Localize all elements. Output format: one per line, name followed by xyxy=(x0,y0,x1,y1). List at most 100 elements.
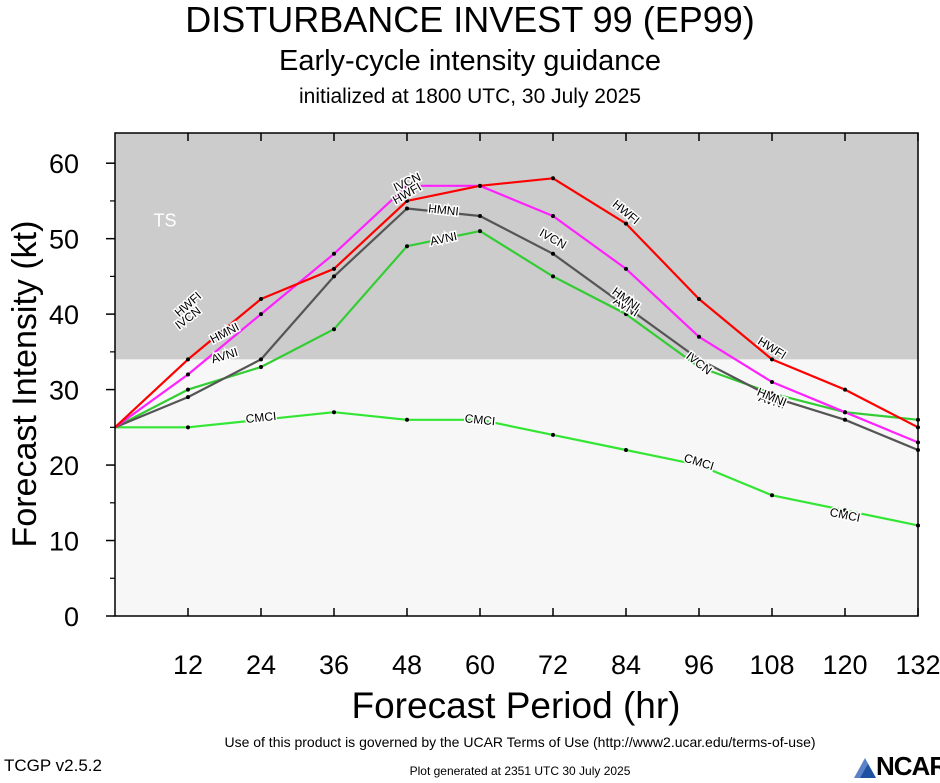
data-point-hwfi xyxy=(770,357,774,362)
data-point-hmni xyxy=(405,206,409,211)
data-point-hmni xyxy=(843,417,847,422)
data-point-hwfi xyxy=(332,266,336,271)
data-point-hmni xyxy=(551,251,555,256)
data-point-hmni xyxy=(770,395,774,400)
x-tick-label: 36 xyxy=(319,650,349,680)
data-point-cmci xyxy=(478,417,482,422)
series-label-text-cmci: CMCI xyxy=(245,409,277,426)
series-label-cmci: CMCI xyxy=(463,410,498,430)
ncar-logo-icon xyxy=(854,758,876,778)
series-line-hmni xyxy=(114,207,919,452)
data-point-hwfi xyxy=(843,387,847,392)
series-label-cmci: CMCI xyxy=(827,503,863,526)
data-point-ivcn xyxy=(259,312,263,317)
y-tick-label: 30 xyxy=(49,376,79,406)
x-tick-label: 120 xyxy=(822,650,867,680)
series-line-hwfi xyxy=(114,177,919,429)
data-point-ivcn xyxy=(624,266,628,271)
terms-of-use-notice: Use of this product is governed by the U… xyxy=(224,734,816,750)
data-point-hwfi xyxy=(551,176,555,181)
y-tick-label: 40 xyxy=(49,300,79,330)
data-point-cmci xyxy=(697,463,701,468)
data-point-avni xyxy=(697,364,701,369)
data-point-ivcn xyxy=(186,372,190,377)
data-point-avni xyxy=(551,274,555,279)
software-version: TCGP v2.5.2 xyxy=(4,756,102,775)
y-tick-label: 20 xyxy=(49,451,79,481)
axis-ticks: 12 24 36 48 60 72 84 96 108 120 132 0 10 20 30 40 50 60 xyxy=(49,133,940,680)
data-point-hmni xyxy=(332,274,336,279)
data-point-hwfi xyxy=(697,297,701,302)
series-label-text-hmni: HMNI xyxy=(428,201,460,218)
data-point-hwfi xyxy=(624,221,628,226)
data-point-hwfi xyxy=(405,198,409,203)
intensity-bands: TS xyxy=(115,133,918,616)
series-avni xyxy=(114,229,920,429)
data-point-avni xyxy=(478,229,482,234)
data-point-hmni xyxy=(697,357,701,362)
data-point-cmci xyxy=(186,425,190,430)
y-tick-label: 50 xyxy=(49,225,79,255)
series-line-avni xyxy=(114,230,919,429)
x-tick-label: 108 xyxy=(749,650,794,680)
x-axis-label: Forecast Period (hr) xyxy=(352,685,681,726)
data-point-ivcn xyxy=(843,410,847,415)
data-point-avni xyxy=(624,312,628,317)
data-point-avni xyxy=(332,327,336,332)
chart-subtitle: Early-cycle intensity guidance xyxy=(278,45,661,77)
data-point-ivcn xyxy=(551,214,555,219)
data-point-cmci xyxy=(624,447,628,452)
data-point-avni xyxy=(405,244,409,249)
data-point-hmni xyxy=(186,395,190,400)
data-point-ivcn xyxy=(332,251,336,256)
series-layer xyxy=(114,176,920,528)
data-point-ivcn xyxy=(770,380,774,385)
data-point-hmni xyxy=(259,357,263,362)
data-point-cmci xyxy=(551,432,555,437)
series-hmni xyxy=(114,206,920,452)
series-label-cmci: CMCI xyxy=(244,407,279,427)
data-point-cmci xyxy=(405,417,409,422)
y-axis-label: Forecast Intensity (kt) xyxy=(6,221,44,548)
data-point-hwfi xyxy=(186,357,190,362)
x-tick-label: 84 xyxy=(611,650,641,680)
plot-generated-time: Plot generated at 2351 UTC 30 July 2025 xyxy=(409,764,631,778)
series-line-cmci xyxy=(115,411,919,527)
x-tick-label: 24 xyxy=(246,650,276,680)
series-line-ivcn xyxy=(114,184,919,444)
data-point-hmni xyxy=(624,304,628,309)
ncar-logo: NCAR xyxy=(854,752,940,780)
data-point-hmni xyxy=(478,214,482,219)
series-cmci xyxy=(115,410,920,528)
band-label-ts: TS xyxy=(153,211,176,231)
band-below-ts xyxy=(115,359,918,616)
y-tick-label: 0 xyxy=(64,602,79,632)
x-tick-label: 72 xyxy=(538,650,568,680)
data-point-ivcn xyxy=(405,183,409,188)
data-point-ivcn xyxy=(697,334,701,339)
series-ivcn xyxy=(114,183,920,445)
data-point-cmci xyxy=(843,508,847,513)
data-point-cmci xyxy=(770,493,774,498)
data-point-hwfi xyxy=(478,183,482,188)
y-tick-label: 60 xyxy=(49,149,79,179)
y-tick-label: 10 xyxy=(49,527,79,557)
ncar-logo-text: NCAR xyxy=(876,751,940,781)
series-label-text-cmci: CMCI xyxy=(464,411,496,428)
x-tick-label: 132 xyxy=(895,650,940,680)
data-point-cmci xyxy=(259,417,263,422)
x-tick-label: 96 xyxy=(684,650,714,680)
series-hwfi xyxy=(114,176,920,430)
initialization-time: initialized at 1800 UTC, 30 July 2025 xyxy=(298,85,642,108)
data-point-hwfi xyxy=(259,297,263,302)
chart-title: DISTURBANCE INVEST 99 (EP99) xyxy=(185,0,755,40)
x-tick-label: 60 xyxy=(465,650,495,680)
x-tick-label: 48 xyxy=(392,650,422,680)
data-point-cmci xyxy=(332,410,336,415)
data-point-avni xyxy=(259,364,263,369)
series-label-text-cmci: CMCI xyxy=(829,505,862,525)
band-ts xyxy=(115,133,918,360)
data-point-avni xyxy=(770,391,774,396)
plot-frame xyxy=(114,132,919,617)
